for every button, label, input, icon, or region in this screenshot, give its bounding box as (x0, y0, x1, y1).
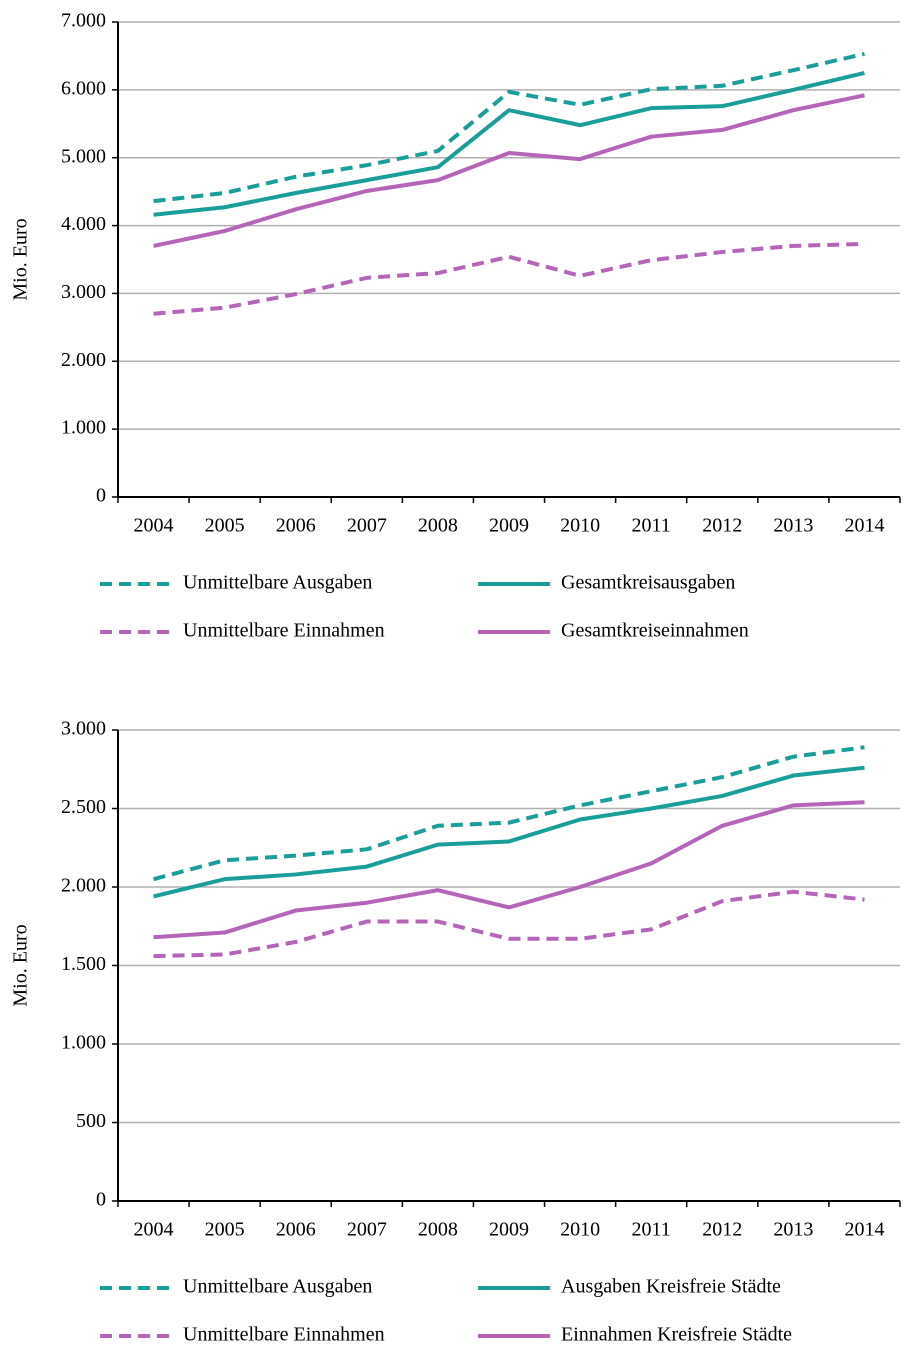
y-tick-label: 0 (96, 485, 106, 507)
x-tick-label: 2013 (773, 1219, 813, 1241)
y-axis-label: Mio. Euro (10, 218, 32, 300)
series-line (153, 241, 865, 316)
x-tick-label: 2010 (560, 1219, 600, 1241)
x-tick-label: 2011 (632, 515, 671, 537)
series-line (153, 765, 865, 899)
legend-label: Unmittelbare Einnahmen (183, 1324, 385, 1346)
x-tick-label: 2008 (418, 1219, 458, 1241)
x-tick-label: 2006 (276, 515, 316, 537)
x-tick-label: 2007 (347, 515, 387, 537)
series-line (153, 70, 865, 217)
series-line (153, 93, 865, 248)
series-line (153, 745, 865, 882)
legend-label: Unmittelbare Ausgaben (183, 572, 372, 594)
x-tick-label: 2009 (489, 515, 529, 537)
legend-label: Unmittelbare Einnahmen (183, 620, 385, 642)
x-tick-label: 2005 (205, 1219, 245, 1241)
x-tick-label: 2004 (134, 1219, 174, 1241)
x-tick-label: 2006 (276, 1219, 316, 1241)
legend-label: Ausgaben Kreisfreie Städte (561, 1276, 781, 1298)
y-tick-label: 0 (96, 1189, 106, 1211)
y-tick-label: 7.000 (61, 10, 106, 32)
legend-label: Gesamtkreisausgaben (561, 572, 735, 594)
x-tick-label: 2014 (844, 515, 884, 537)
x-tick-label: 2010 (560, 515, 600, 537)
y-tick-label: 3.000 (61, 281, 106, 303)
y-axis-label: Mio. Euro (10, 924, 32, 1006)
series-line (153, 800, 865, 940)
x-tick-label: 2013 (773, 515, 813, 537)
legend-label: Unmittelbare Ausgaben (183, 1276, 372, 1298)
series-line (153, 51, 865, 204)
x-tick-label: 2009 (489, 1219, 529, 1241)
x-tick-label: 2011 (632, 1219, 671, 1241)
x-tick-label: 2007 (347, 1219, 387, 1241)
x-tick-label: 2014 (844, 1219, 884, 1241)
x-tick-label: 2004 (134, 515, 174, 537)
x-tick-label: 2005 (205, 515, 245, 537)
y-tick-label: 2.500 (61, 796, 106, 818)
y-tick-label: 2.000 (61, 875, 106, 897)
y-tick-label: 1.000 (61, 417, 106, 439)
y-tick-label: 2.000 (61, 349, 106, 371)
legend-label: Einnahmen Kreisfreie Städte (561, 1324, 792, 1346)
y-tick-label: 500 (76, 1110, 106, 1132)
y-tick-label: 1.500 (61, 953, 106, 975)
y-tick-label: 3.000 (61, 718, 106, 740)
y-tick-label: 1.000 (61, 1032, 106, 1054)
y-tick-label: 6.000 (61, 77, 106, 99)
x-tick-label: 2008 (418, 515, 458, 537)
y-tick-label: 4.000 (61, 213, 106, 235)
series-line (153, 889, 865, 959)
legend-label: Gesamtkreiseinnahmen (561, 620, 749, 642)
x-tick-label: 2012 (702, 1219, 742, 1241)
x-tick-label: 2012 (702, 515, 742, 537)
y-tick-label: 5.000 (61, 145, 106, 167)
